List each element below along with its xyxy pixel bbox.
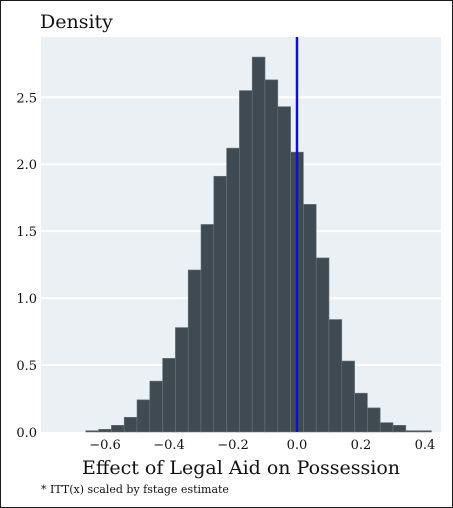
histogram-bar bbox=[239, 90, 253, 433]
y-tick-label: 2.5 bbox=[16, 91, 37, 106]
y-tick-label: 2.0 bbox=[16, 158, 37, 173]
histogram-bar bbox=[354, 392, 368, 433]
y-tick-label: 0.0 bbox=[16, 426, 37, 441]
histogram-bars bbox=[85, 56, 432, 433]
histogram-bar bbox=[226, 147, 240, 433]
x-tick-label: 0.2 bbox=[351, 438, 372, 453]
histogram-bar bbox=[187, 269, 202, 433]
y-tick-labels: 0.0 0.5 1.0 1.5 2.0 2.5 bbox=[16, 91, 37, 441]
histogram-bar bbox=[162, 358, 176, 433]
histogram-bar bbox=[303, 204, 317, 433]
y-axis-title: Density bbox=[40, 11, 113, 33]
histogram-bar bbox=[111, 425, 125, 433]
y-tick-label: 0.5 bbox=[16, 359, 37, 374]
histogram-bar bbox=[175, 327, 189, 433]
x-tick-label: −0.4 bbox=[153, 438, 185, 453]
x-tick-label: 0.4 bbox=[415, 438, 436, 453]
y-tick-label: 1.0 bbox=[16, 292, 37, 307]
histogram-bar bbox=[149, 380, 163, 433]
histogram-bar bbox=[341, 360, 355, 433]
x-tick-label: −0.6 bbox=[89, 438, 121, 453]
histogram-bar bbox=[85, 430, 99, 433]
x-tick-label: −0.2 bbox=[217, 438, 249, 453]
histogram-bar bbox=[392, 425, 407, 433]
y-tick-label: 1.5 bbox=[16, 225, 37, 240]
x-tick-label: 0.0 bbox=[287, 438, 308, 453]
histogram-bar bbox=[367, 407, 381, 433]
histogram-bar bbox=[277, 106, 291, 433]
histogram-bar bbox=[315, 257, 330, 433]
histogram-bar bbox=[379, 422, 394, 433]
histogram-bar bbox=[418, 430, 432, 433]
histogram-bar bbox=[405, 430, 419, 433]
footnote: * ITT(x) scaled by fstage estimate bbox=[41, 483, 229, 496]
histogram-bar bbox=[328, 319, 343, 433]
x-axis-title: Effect of Legal Aid on Possession bbox=[82, 457, 400, 479]
histogram-bar bbox=[264, 79, 279, 433]
histogram-bar bbox=[213, 175, 227, 433]
histogram-bar bbox=[123, 416, 138, 433]
histogram-bar bbox=[98, 429, 112, 433]
histogram-bar bbox=[251, 56, 266, 433]
histogram-bar bbox=[136, 399, 151, 433]
histogram-bar bbox=[200, 224, 215, 433]
x-tick-labels: −0.6 −0.4 −0.2 0.0 0.2 0.4 bbox=[89, 438, 435, 453]
